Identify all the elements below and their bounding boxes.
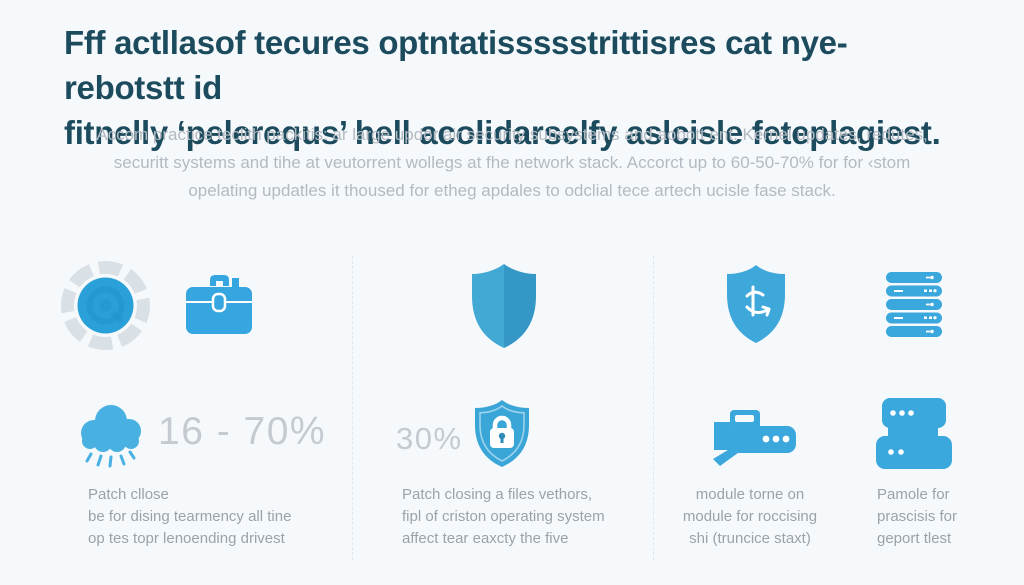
caption-line: shi (truncice staxt) (689, 530, 811, 547)
lock-shield-icon (471, 398, 533, 468)
headline-line1: Fff actllasof tecures optntatissssstritt… (64, 24, 848, 106)
intro-line1: Accom practice teclith packitis: ar larg… (96, 125, 928, 144)
caption-line: geport tlest (877, 530, 952, 547)
stat-patch-range: 16 - 70% (158, 410, 327, 453)
caption-line: module torne on (695, 486, 805, 503)
caption-line: be for dising tearmency all tine (88, 508, 292, 525)
settings-ring-icon (58, 258, 153, 353)
caption-line: affect tear eaxcty the five (402, 530, 569, 547)
headline: Fff actllasof tecures optntatissssstritt… (64, 20, 964, 155)
caption-module: module torne on module for roccising shi… (650, 484, 850, 550)
intro-line3: opelating updatles it thoused for etheg … (188, 181, 836, 200)
module-device-icon (706, 406, 798, 466)
caption-line: op tes topr lenoending drivest (88, 530, 285, 547)
column-divider (352, 256, 353, 560)
shield-icon (468, 262, 540, 350)
briefcase-icon (186, 272, 252, 336)
column-divider (653, 256, 654, 560)
caption-line: Patch cllose (88, 486, 169, 503)
caption-line: prascisis for (877, 508, 958, 525)
caption-line: fipl of criston operating system (402, 508, 605, 525)
caption-line: module for roccising (682, 508, 818, 525)
headline-line2: fitnelly ‘pelerequs’ hell acolidarselfy … (64, 114, 941, 151)
caption-pamole: Pamole for prascisis for geport tlest (877, 484, 1024, 550)
rain-cloud-icon (76, 400, 146, 470)
database-stack-icon (886, 272, 942, 338)
stat-patch-percent: 30% (396, 421, 463, 456)
intro-line2: securitt systems and tihe at veutorrent … (113, 153, 911, 172)
shield-sync-icon (723, 263, 789, 345)
caption-patch-close: Patch cllose be for dising tearmency all… (88, 484, 368, 550)
caption-patch-closing: Patch closing a files vethors, fipl of c… (402, 484, 682, 550)
caption-line: Patch closing a files vethors, (402, 486, 593, 503)
caption-line: Pamole for (877, 486, 950, 503)
intro-paragraph: Accom practice teclith packitis: ar larg… (40, 121, 984, 205)
server-pair-icon (876, 396, 952, 472)
